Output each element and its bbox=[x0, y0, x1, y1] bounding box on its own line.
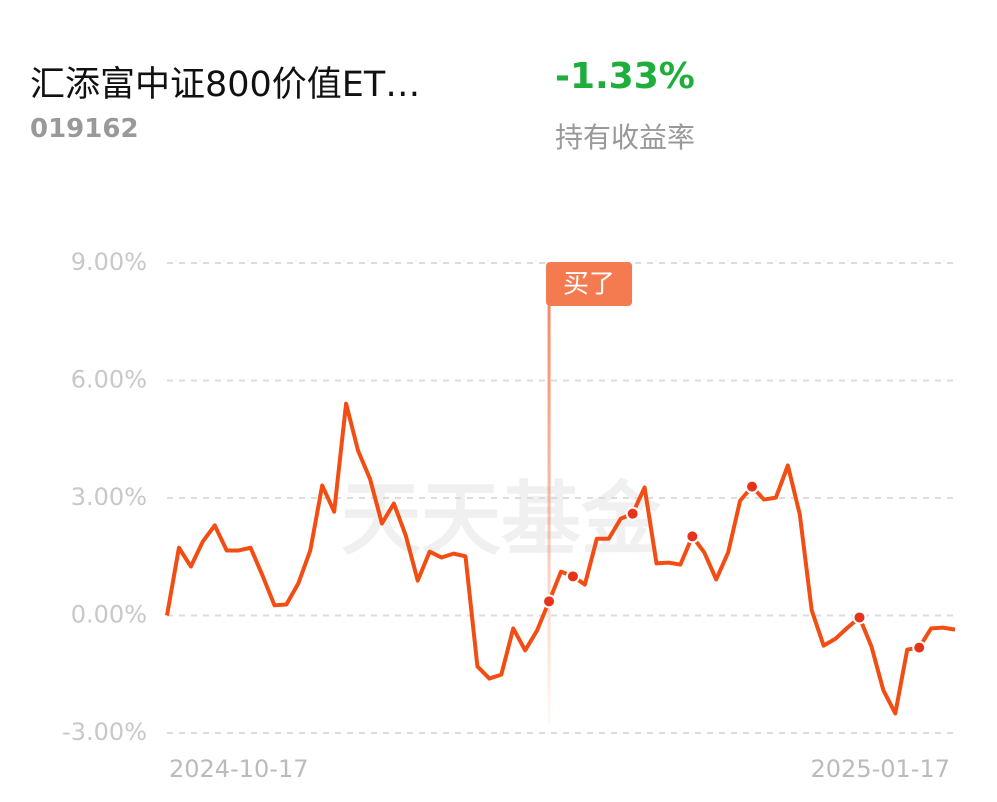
holding-return: -1.33% bbox=[555, 56, 695, 97]
buy-tag-text: 买了 bbox=[563, 270, 615, 300]
y-tick-label: 0.00% bbox=[71, 601, 147, 629]
line bbox=[165, 401, 956, 716]
y-tick-label: -3.00% bbox=[62, 718, 147, 746]
trade-marker bbox=[852, 610, 867, 625]
y-tick-label: 9.00% bbox=[71, 248, 147, 276]
y-tick-label: 6.00% bbox=[71, 366, 147, 394]
watermark: 天天基金 bbox=[341, 473, 662, 566]
buy-line bbox=[547, 300, 551, 725]
trade-marker bbox=[912, 640, 927, 655]
fund-title: 汇添富中证800价值ET… bbox=[30, 65, 421, 105]
y-tick-label: 3.00% bbox=[71, 483, 147, 511]
trade-marker bbox=[565, 569, 580, 584]
fund-code: 019162 bbox=[30, 114, 139, 144]
trade-marker bbox=[745, 479, 760, 494]
trade-marker bbox=[625, 506, 640, 521]
x-tick-label: 2025-01-17 bbox=[811, 755, 950, 783]
trade-marker bbox=[542, 594, 557, 609]
buy-tag bbox=[546, 262, 633, 306]
x-tick-label: 2024-10-17 bbox=[169, 755, 308, 783]
holding-return-label: 持有收益率 bbox=[555, 121, 696, 154]
trade-marker bbox=[685, 529, 700, 544]
